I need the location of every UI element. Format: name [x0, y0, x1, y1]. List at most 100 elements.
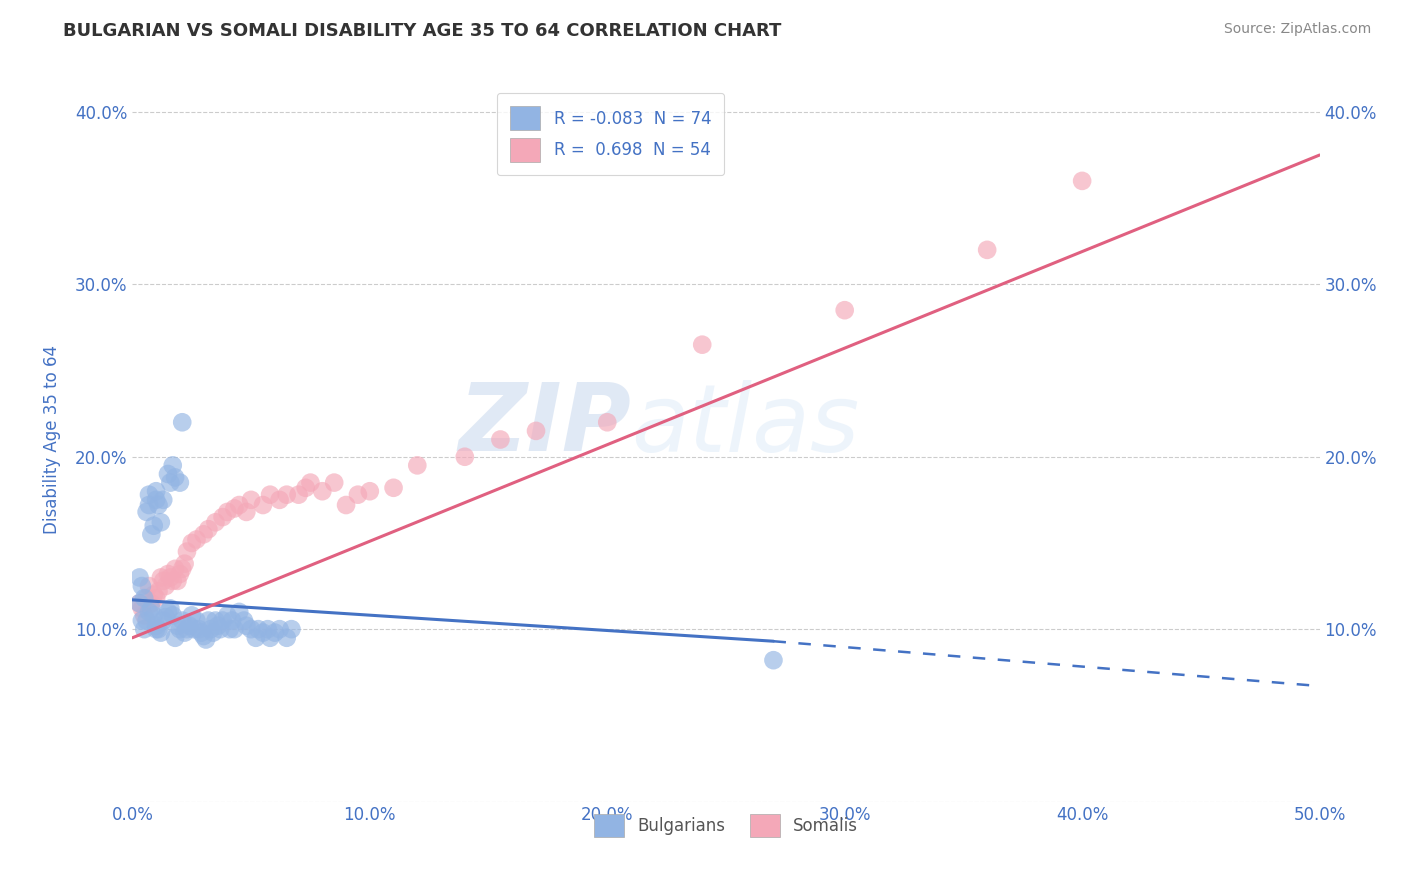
Point [135, 614, 157, 628]
Point [172, 415, 194, 429]
Point [240, 622, 263, 636]
Text: BULGARIAN VS SOMALI DISABILITY AGE 35 TO 64 CORRELATION CHART: BULGARIAN VS SOMALI DISABILITY AGE 35 TO… [63, 22, 782, 40]
Point [347, 488, 370, 502]
Point [169, 622, 191, 636]
Point [211, 614, 233, 628]
Point [207, 618, 229, 632]
Point [128, 596, 150, 610]
Point [131, 601, 153, 615]
Point [145, 591, 167, 606]
Point [152, 492, 174, 507]
Point [138, 605, 160, 619]
Text: ZIP: ZIP [458, 379, 631, 471]
Point [155, 579, 177, 593]
Point [169, 475, 191, 490]
Point [186, 533, 208, 547]
Point [162, 574, 184, 588]
Point [134, 622, 156, 636]
Point [287, 488, 309, 502]
Point [176, 622, 198, 636]
Point [152, 574, 174, 588]
Point [131, 614, 153, 628]
Point [235, 505, 257, 519]
Point [217, 505, 239, 519]
Point [269, 622, 291, 636]
Point [165, 470, 187, 484]
Point [134, 608, 156, 623]
Text: atlas: atlas [631, 379, 859, 470]
Point [148, 622, 170, 636]
Point [166, 574, 188, 588]
Point [406, 458, 429, 473]
Point [156, 605, 179, 619]
Point [202, 625, 225, 640]
Point [209, 622, 232, 636]
Point [596, 415, 619, 429]
Y-axis label: Disability Age 35 to 64: Disability Age 35 to 64 [44, 345, 60, 534]
Point [187, 622, 209, 636]
Point [180, 608, 202, 623]
Point [145, 492, 167, 507]
Legend: Bulgarians, Somalis: Bulgarians, Somalis [586, 807, 865, 844]
Point [217, 608, 239, 623]
Point [162, 608, 184, 623]
Point [247, 622, 270, 636]
Point [193, 629, 215, 643]
Point [190, 625, 212, 640]
Text: Source: ZipAtlas.com: Source: ZipAtlas.com [1223, 22, 1371, 37]
Point [145, 484, 167, 499]
Point [172, 614, 194, 628]
Point [454, 450, 477, 464]
Point [276, 631, 298, 645]
Point [142, 518, 165, 533]
Point [156, 566, 179, 581]
Point [218, 622, 240, 636]
Point [186, 614, 208, 628]
Point [224, 501, 246, 516]
Point [359, 484, 381, 499]
Point [141, 527, 163, 541]
Point [142, 608, 165, 623]
Point [224, 622, 246, 636]
Point [179, 618, 201, 632]
Point [155, 610, 177, 624]
Point [211, 510, 233, 524]
Point [138, 579, 160, 593]
Point [166, 618, 188, 632]
Point [259, 488, 281, 502]
Point [162, 458, 184, 473]
Point [276, 488, 298, 502]
Point [976, 243, 998, 257]
Point [156, 467, 179, 481]
Point [141, 596, 163, 610]
Point [240, 492, 263, 507]
Point [1071, 174, 1094, 188]
Point [180, 536, 202, 550]
Point [148, 498, 170, 512]
Point [221, 614, 243, 628]
Point [131, 579, 153, 593]
Point [183, 622, 205, 636]
Point [173, 625, 195, 640]
Point [135, 505, 157, 519]
Point [159, 475, 181, 490]
Point [382, 481, 405, 495]
Point [197, 522, 219, 536]
Point [252, 498, 274, 512]
Point [280, 622, 302, 636]
Point [149, 625, 172, 640]
Point [169, 566, 191, 581]
Point [294, 481, 316, 495]
Point [173, 557, 195, 571]
Point [256, 622, 278, 636]
Point [252, 625, 274, 640]
Point [138, 488, 160, 502]
Point [128, 596, 150, 610]
Point [159, 601, 181, 615]
Point [145, 618, 167, 632]
Point [524, 424, 547, 438]
Point [235, 618, 257, 632]
Point [204, 515, 226, 529]
Point [149, 570, 172, 584]
Point [134, 591, 156, 606]
